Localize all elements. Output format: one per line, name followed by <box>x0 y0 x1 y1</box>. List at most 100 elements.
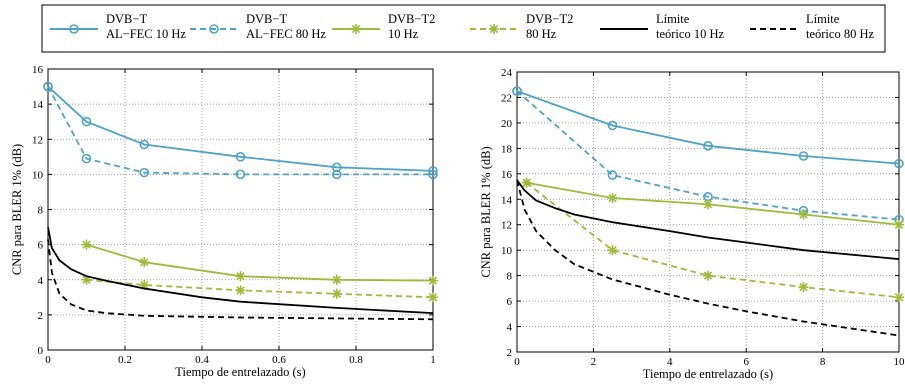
x-tick-label-1: 0.2 <box>118 354 132 366</box>
legend-box <box>41 4 886 53</box>
y-tick-label-7: 14 <box>32 99 44 111</box>
series-2-point-2 <box>703 199 713 210</box>
x-axis-label: Tiempo de entrelazado (s) <box>175 365 305 379</box>
y-tick-label-8: 16 <box>32 64 44 76</box>
legend-label-4-0: Límite <box>656 12 690 26</box>
series-1-point-0 <box>43 81 53 92</box>
legend-label-3-1: 80 Hz <box>526 27 557 41</box>
legend-label-3-0: DVB−T2 <box>526 12 573 26</box>
legend-marker-0 <box>69 24 79 34</box>
x-tick-label-1: 2 <box>591 356 597 368</box>
y-tick-label-7: 16 <box>501 169 513 181</box>
series-3-point-2 <box>235 285 246 296</box>
y-axis-label: CNR para BLER 1% (dB) <box>479 146 493 277</box>
y-tick-label-0: 2 <box>507 347 513 359</box>
x-tick-label-2: 0.4 <box>195 354 209 366</box>
series-line-5 <box>47 239 434 321</box>
y-tick-label-2: 6 <box>507 296 513 308</box>
series-0-point-3 <box>235 152 246 162</box>
x-tick-label-3: 6 <box>743 356 749 368</box>
legend-label-5-1: teórico 80 Hz <box>806 27 874 41</box>
series-2-point-0 <box>81 239 92 250</box>
series-0-point-3 <box>798 151 809 161</box>
series-3-point-4 <box>428 292 438 303</box>
series-1-point-0 <box>512 86 522 96</box>
series-1-point-5 <box>428 169 438 180</box>
y-tick-label-10: 22 <box>501 92 512 104</box>
x-tick-label-5: 10 <box>894 356 905 368</box>
series-2-point-2 <box>235 271 246 282</box>
series-line-1 <box>516 90 900 221</box>
y-tick-label-3: 8 <box>507 271 513 283</box>
legend-label-1-0: DVB−T <box>246 12 287 26</box>
y-tick-label-11: 24 <box>501 67 513 79</box>
x-tick-label-4: 0.8 <box>349 354 363 366</box>
y-tick-label-4: 8 <box>38 205 44 217</box>
series-1-point-1 <box>81 153 92 164</box>
series-3-point-0 <box>521 177 532 188</box>
legend-marker-2 <box>351 24 361 34</box>
series-line-3 <box>86 278 434 299</box>
series-3-point-3 <box>798 282 809 293</box>
y-tick-label-4: 10 <box>501 245 513 257</box>
x-tick-label-0: 0 <box>514 356 520 368</box>
series-line-0 <box>516 90 900 165</box>
series-0-point-1 <box>81 116 92 127</box>
legend-label-2-0: DVB−T2 <box>388 12 435 26</box>
legend-marker-3 <box>489 24 499 34</box>
series-1-point-1 <box>607 170 618 180</box>
legend-label-1-1: AL−FEC 80 Hz <box>246 27 326 41</box>
series-0-point-4 <box>331 162 342 173</box>
x-tick-label-0: 0 <box>45 354 51 366</box>
x-axis-label: Tiempo de entrelazado (s) <box>643 367 773 381</box>
series-0-point-5 <box>428 166 438 176</box>
series-2-point-1 <box>607 193 618 203</box>
y-tick-label-0: 0 <box>38 345 44 357</box>
series-3-point-2 <box>703 270 713 281</box>
series-3-point-1 <box>139 280 150 291</box>
series-line-4 <box>516 179 900 260</box>
series-line-4 <box>47 226 434 314</box>
legend-label-2-1: 10 Hz <box>388 27 419 41</box>
series-3-point-1 <box>607 245 618 256</box>
series-3-point-4 <box>894 292 904 303</box>
y-tick-label-5: 10 <box>32 169 44 181</box>
series-line-0 <box>47 85 434 172</box>
series-1-point-4 <box>331 169 342 180</box>
series-3-point-0 <box>81 274 92 285</box>
x-tick-label-5: 1 <box>430 354 436 366</box>
y-tick-label-6: 12 <box>32 134 43 146</box>
legend-label-4-1: teórico 10 Hz <box>656 27 724 41</box>
series-0-point-2 <box>139 139 150 150</box>
x-tick-label-3: 0.6 <box>272 354 286 366</box>
series-1-point-3 <box>235 169 246 180</box>
legend-label-5-0: Límite <box>806 12 840 26</box>
x-tick-label-4: 8 <box>820 356 826 368</box>
legend-label-0-1: AL−FEC 10 Hz <box>106 27 186 41</box>
y-tick-label-1: 2 <box>38 310 44 322</box>
y-tick-label-2: 4 <box>38 275 44 287</box>
legend-label-0-0: DVB−T <box>106 12 147 26</box>
y-tick-label-6: 14 <box>501 194 513 206</box>
series-1-point-2 <box>139 167 150 178</box>
series-0-point-2 <box>703 141 713 151</box>
axes-frame <box>516 71 900 353</box>
y-tick-label-3: 6 <box>38 240 44 252</box>
series-2-point-1 <box>139 257 150 268</box>
series-line-3 <box>525 181 900 299</box>
series-line-5 <box>516 179 900 337</box>
y-axis-label: CNR para BLER 1% (dB) <box>10 144 24 275</box>
x-tick-label-2: 4 <box>667 356 673 368</box>
series-2-point-3 <box>798 209 809 220</box>
y-tick-label-1: 4 <box>507 322 513 334</box>
y-tick-label-9: 20 <box>501 118 513 130</box>
y-tick-label-8: 18 <box>501 143 513 155</box>
series-2-point-4 <box>894 219 904 230</box>
series-0-point-1 <box>607 120 618 131</box>
series-2-point-4 <box>428 275 438 286</box>
series-3-point-3 <box>331 288 342 299</box>
